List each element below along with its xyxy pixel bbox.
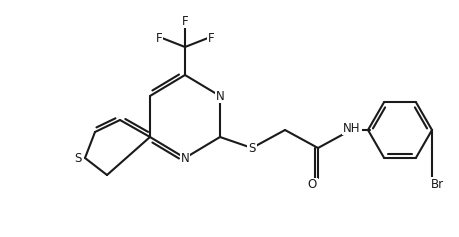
- Text: S: S: [248, 141, 255, 155]
- Text: F: F: [181, 14, 188, 27]
- Text: NH: NH: [342, 122, 360, 135]
- Text: Br: Br: [430, 178, 442, 191]
- Text: F: F: [155, 32, 162, 45]
- Text: N: N: [215, 90, 224, 102]
- Text: O: O: [307, 178, 316, 191]
- Text: N: N: [180, 151, 189, 164]
- Text: S: S: [74, 151, 82, 164]
- Text: F: F: [207, 32, 214, 45]
